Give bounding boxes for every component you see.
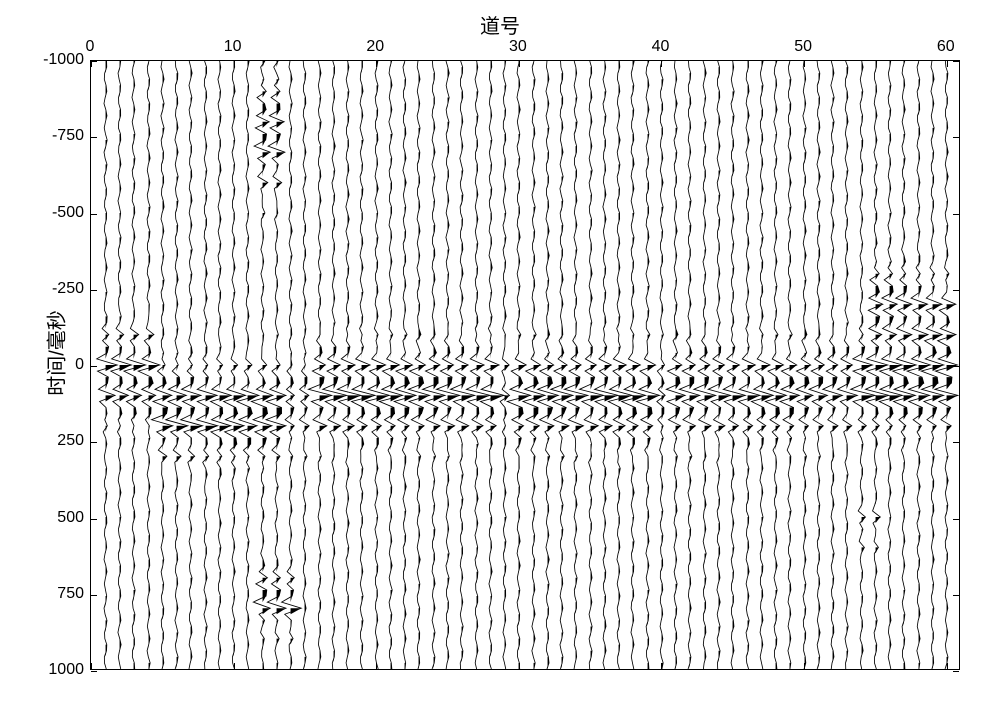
y-tick-label: 750 bbox=[57, 585, 84, 603]
y-tick-label: 0 bbox=[75, 356, 84, 374]
x-tick-label: 0 bbox=[86, 38, 95, 56]
y-tick-label: -250 bbox=[52, 280, 84, 298]
x-tick-label: 10 bbox=[224, 38, 242, 56]
seismic-trace bbox=[932, 61, 959, 669]
seismic-plot-area bbox=[91, 61, 959, 669]
y-tick-label: 250 bbox=[57, 432, 84, 450]
x-tick-label: 50 bbox=[794, 38, 812, 56]
x-tick-label: 20 bbox=[366, 38, 384, 56]
y-tick-label: 500 bbox=[57, 509, 84, 527]
y-axis-title: 时间/毫秒 bbox=[40, 310, 69, 396]
x-tick-label: 60 bbox=[937, 38, 955, 56]
y-tick-label: -750 bbox=[52, 127, 84, 145]
y-tick-label: 1000 bbox=[48, 661, 84, 679]
x-tick-label: 40 bbox=[652, 38, 670, 56]
y-tick-label: -500 bbox=[52, 204, 84, 222]
y-tick-label: -1000 bbox=[43, 51, 84, 69]
x-tick-label: 30 bbox=[509, 38, 527, 56]
seismic-plot-frame bbox=[90, 60, 960, 670]
x-axis-title: 道号 bbox=[480, 10, 520, 39]
